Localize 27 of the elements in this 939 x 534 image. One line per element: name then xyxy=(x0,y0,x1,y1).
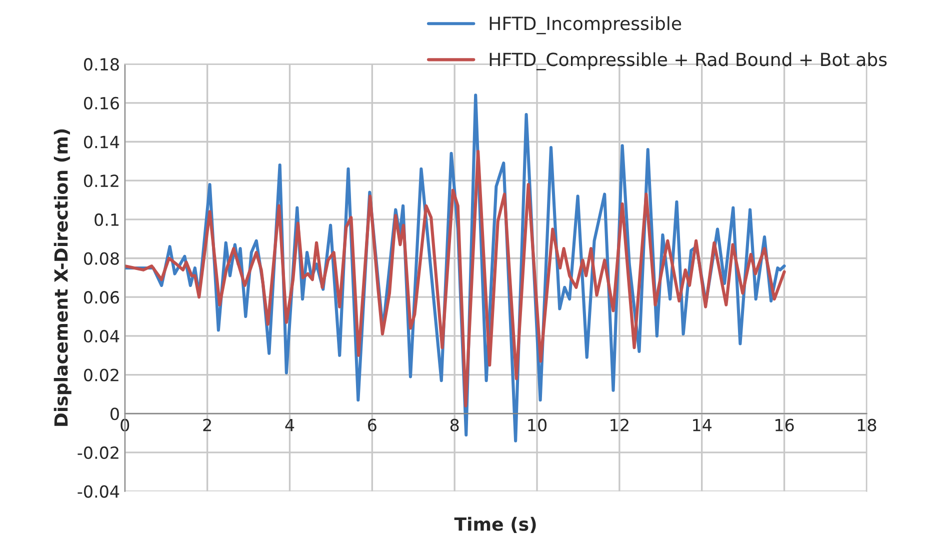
x-tick-label: 16 xyxy=(776,418,794,432)
x-tick-label: 0 xyxy=(120,418,130,432)
x-tick-label: 4 xyxy=(285,418,294,432)
x-tick-label: 18 xyxy=(858,418,876,432)
y-tick-label: 0.18 xyxy=(84,58,119,71)
x-tick-label: 10 xyxy=(528,418,546,432)
legend-label: HFTD_Incompressible xyxy=(490,16,682,34)
y-tick-label: 0.08 xyxy=(84,252,119,265)
line-series xyxy=(124,150,786,408)
x-tick-label: 6 xyxy=(368,418,376,432)
legend-label: HFTD_Compressible + Rad Bound + Bot abs xyxy=(490,52,887,70)
y-axis-title: Displacement X-Direction (m) xyxy=(54,129,72,426)
y-tick-label: -0.04 xyxy=(78,485,120,498)
y-tick-label: 0.04 xyxy=(84,330,120,343)
y-tick-label: 0 xyxy=(110,408,119,420)
y-tick-label: -0.02 xyxy=(78,446,118,460)
y-tick-label: 0.14 xyxy=(84,136,120,148)
y-tick-label: 0.16 xyxy=(84,96,119,110)
y-tick-label: 0.06 xyxy=(84,291,119,304)
x-tick-label: 14 xyxy=(693,418,712,432)
y-tick-label: 0.12 xyxy=(84,174,118,188)
x-tick-label: 12 xyxy=(610,418,628,432)
x-tick-label: 8 xyxy=(450,418,459,432)
y-tick-label: 0.1 xyxy=(94,213,118,226)
y-tick-label: 0.02 xyxy=(84,368,118,382)
x-tick-label: 2 xyxy=(203,418,211,432)
x-axis-title: Time (s) xyxy=(454,516,536,534)
